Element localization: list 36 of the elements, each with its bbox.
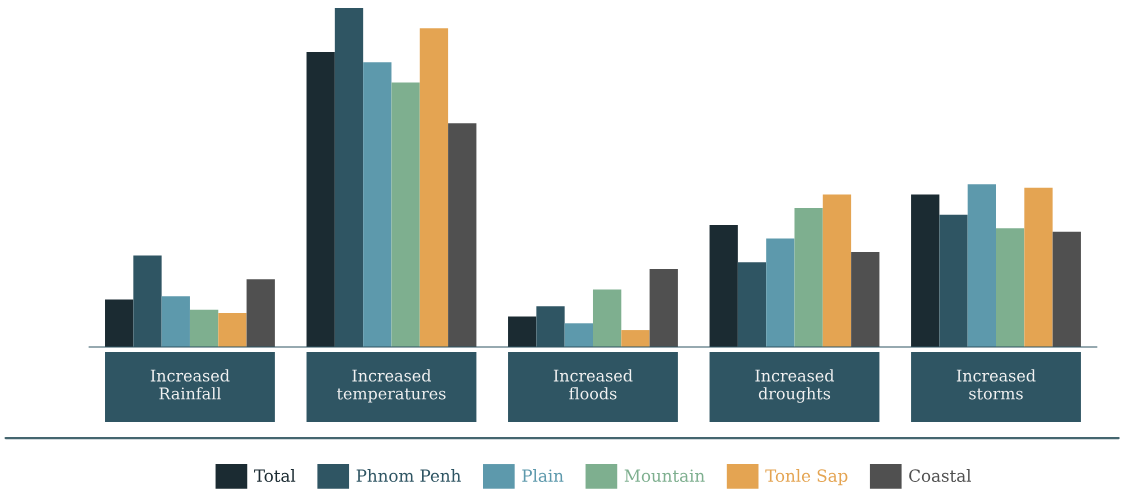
bar (246, 279, 275, 348)
x-tick-label: Increased storms (956, 369, 1036, 400)
legend-label: Coastal (909, 469, 972, 482)
bar (967, 184, 996, 348)
legend-label: Mountain (624, 469, 705, 482)
bar (851, 252, 880, 348)
legend-label: Total (254, 469, 296, 482)
legend-label: Plain (522, 469, 564, 482)
bar (391, 82, 420, 348)
bar (794, 208, 823, 348)
x-tick-label: Increased droughts (755, 369, 835, 403)
bar (564, 323, 593, 348)
bar (189, 309, 219, 348)
bar (621, 330, 650, 348)
bar (161, 296, 190, 348)
legend-label: Phnom Penh (356, 469, 461, 482)
bar (911, 194, 940, 348)
bar (996, 228, 1025, 348)
bar (419, 28, 449, 348)
bar (1024, 187, 1053, 348)
bar (508, 316, 537, 348)
bar (448, 123, 477, 348)
bar (105, 299, 134, 348)
x-tick-label: Increased temperatures (337, 369, 446, 403)
bar (1052, 231, 1081, 348)
x-tick-label: Increased floods (553, 369, 633, 400)
bar (592, 289, 622, 348)
bar (649, 269, 678, 348)
bar (766, 238, 795, 348)
x-tick-label: Increased Rainfall (150, 369, 230, 400)
bar (709, 224, 738, 348)
bar (822, 194, 852, 348)
bar (363, 62, 392, 348)
bar (218, 313, 247, 348)
bar (306, 52, 335, 348)
legend-label: Tonle Sap (765, 469, 848, 486)
